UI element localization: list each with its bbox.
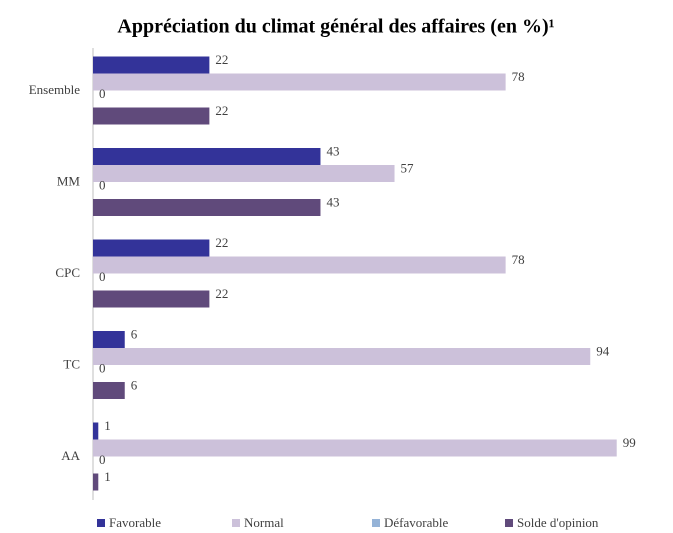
bar — [93, 348, 591, 365]
y-tick-label: TC — [63, 356, 80, 371]
value-label: 22 — [215, 286, 228, 301]
bar — [93, 439, 617, 457]
legend-label: Solde d'opinion — [517, 515, 599, 530]
y-tick-label: CPC — [55, 265, 80, 280]
bar — [93, 331, 125, 348]
y-tick-label: Ensemble — [29, 82, 80, 97]
value-label: 78 — [512, 69, 525, 84]
value-label: 0 — [99, 360, 106, 375]
bar — [93, 73, 506, 91]
chart-title: Appréciation du climat général des affai… — [117, 16, 554, 38]
value-label: 22 — [215, 52, 228, 67]
value-label: 22 — [215, 103, 228, 118]
value-label: 6 — [131, 377, 138, 392]
bar — [93, 165, 395, 182]
bar — [93, 239, 210, 257]
value-label: 0 — [99, 452, 106, 467]
y-tick-label: AA — [61, 448, 80, 463]
value-label: 0 — [99, 269, 106, 284]
legend-swatch — [232, 519, 240, 527]
bar — [93, 473, 99, 491]
value-label: 0 — [99, 86, 106, 101]
legend-swatch — [505, 519, 513, 527]
legend-label: Défavorable — [384, 515, 448, 530]
bar — [93, 56, 210, 74]
bar — [93, 290, 210, 308]
legend-label: Normal — [244, 515, 284, 530]
bar — [93, 422, 99, 440]
value-label: 57 — [401, 160, 415, 175]
legend-swatch — [372, 519, 380, 527]
y-tick-label: MM — [57, 173, 81, 188]
value-label: 1 — [104, 418, 111, 433]
bar — [93, 107, 210, 125]
legend-swatch — [97, 519, 105, 527]
value-label: 94 — [596, 343, 610, 358]
bar — [93, 256, 506, 274]
bar — [93, 148, 321, 165]
legend-label: Favorable — [109, 515, 161, 530]
value-label: 78 — [512, 252, 525, 267]
value-label: 22 — [215, 235, 228, 250]
value-label: 0 — [99, 177, 106, 192]
bar — [93, 382, 125, 399]
value-label: 1 — [104, 469, 111, 484]
value-label: 99 — [623, 435, 636, 450]
value-label: 43 — [326, 194, 339, 209]
value-label: 6 — [131, 326, 138, 341]
bar — [93, 199, 321, 216]
value-label: 43 — [326, 143, 339, 158]
